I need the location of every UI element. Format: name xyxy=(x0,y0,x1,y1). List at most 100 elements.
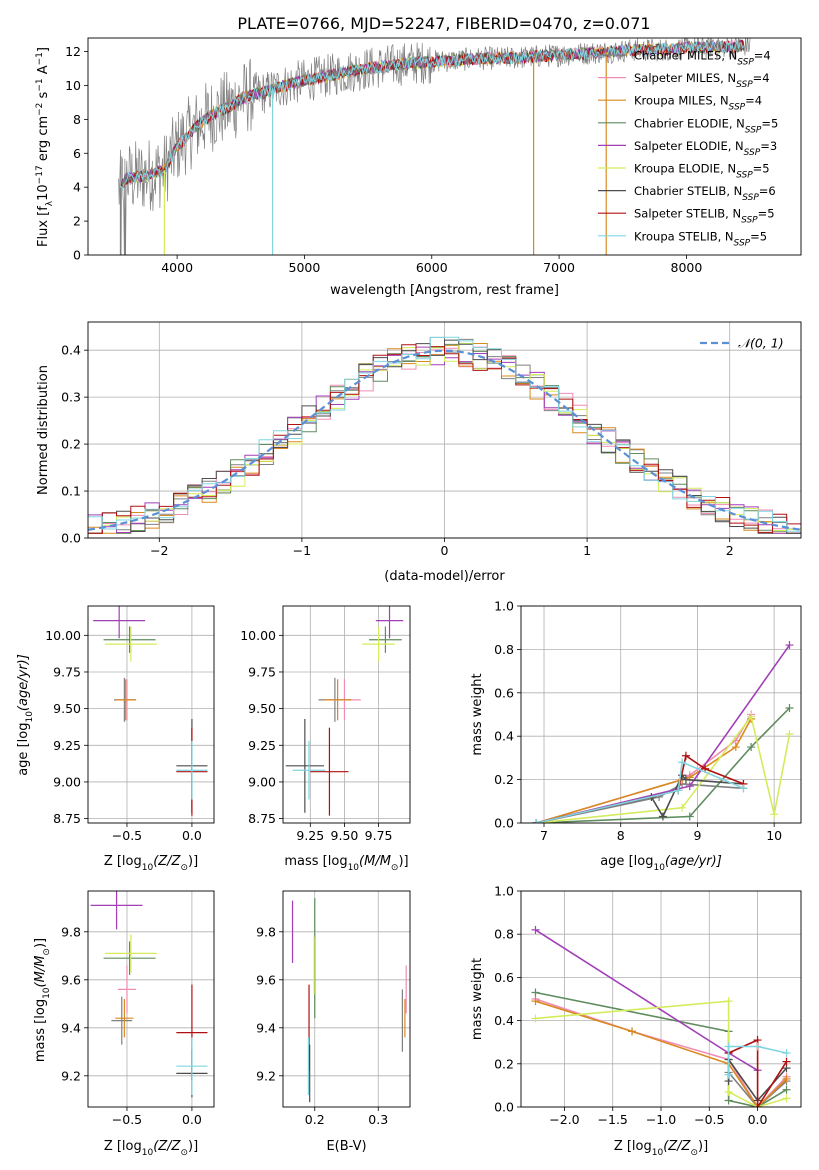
axes-frame xyxy=(282,605,411,824)
series-point xyxy=(785,703,794,712)
weight-vs-Z-panel: −2.0 −1.5 −1.0 −0.5 0.0 0.0 0.2 0.4 0.6 0.8 1.0 mas… xyxy=(470,884,802,1158)
plot-area xyxy=(90,891,208,1098)
legend-entry: Kroupa MILES, NSSP=4 xyxy=(634,94,762,113)
y-tick-label: 9.8 xyxy=(256,924,276,939)
y-tick-label: 12 xyxy=(65,44,81,59)
spectrum-panel: 4000 5000 6000 7000 8000 0 2 4 6 8 10 12 wavelength … xyxy=(35,37,802,298)
gaussian-curve xyxy=(88,349,801,531)
series-point xyxy=(782,1049,791,1057)
series-point xyxy=(628,1027,637,1036)
x-tick-label: 7 xyxy=(540,828,548,843)
series-line-4 xyxy=(536,644,791,823)
grid xyxy=(283,891,410,1107)
y-tick-label: 9.2 xyxy=(256,1068,276,1083)
grid xyxy=(88,891,214,1107)
series-line-1 xyxy=(536,714,752,823)
plot-area xyxy=(291,898,407,1103)
y-tick-label: 9.2 xyxy=(61,1068,81,1083)
x-tick-label: 0.0 xyxy=(182,1112,202,1127)
y-tick-label: 0.8 xyxy=(494,927,514,942)
legend-entry: Salpeter STELIB, NSSP=5 xyxy=(634,207,775,226)
x-tick-label: −2.0 xyxy=(549,1112,579,1127)
series-point xyxy=(531,925,540,934)
legend-entry: Salpeter MILES, NSSP=4 xyxy=(634,71,770,90)
series-line-8 xyxy=(727,1045,787,1075)
x-tick-label: 1 xyxy=(583,543,591,558)
plot-area xyxy=(93,606,208,816)
axes-frame xyxy=(87,321,802,539)
x-axis-label: Z [log10(Z/Z⊙)] xyxy=(104,854,198,873)
spectrum-legend: Chabrier MILES, NSSP=4 Salpeter MILES, NS… xyxy=(598,49,778,248)
plot-area xyxy=(531,925,791,1107)
series-point xyxy=(785,730,794,739)
x-axis-label: Z [log10(Z/Z⊙)] xyxy=(614,1139,708,1158)
y-tick-label: 0.0 xyxy=(494,1100,514,1115)
series-point xyxy=(724,1087,733,1096)
y-tick-label: 1.0 xyxy=(494,884,514,899)
series-point xyxy=(724,1096,733,1105)
y-tick-label: 0.6 xyxy=(494,685,514,700)
grid xyxy=(88,606,214,823)
series-point xyxy=(739,784,748,793)
y-axis-label: mass weight xyxy=(470,673,485,755)
y-tick-label: 0 xyxy=(73,248,81,263)
legend-entry: 𝒩(0, 1) xyxy=(738,336,784,351)
x-tick-label: 0.0 xyxy=(182,828,202,843)
series-point xyxy=(678,803,687,812)
series-line-0 xyxy=(727,1071,788,1107)
series-line-3 xyxy=(536,707,791,823)
series-point xyxy=(782,1074,791,1083)
plot-area xyxy=(532,641,794,823)
x-tick-label: 0.0 xyxy=(748,1112,768,1127)
y-tick-label: 8.75 xyxy=(53,811,81,826)
axes-frame xyxy=(87,890,215,1108)
y-tick-label: 0.8 xyxy=(494,642,514,657)
y-tick-label: 10.00 xyxy=(240,628,276,643)
y-axis-label: mass weight xyxy=(470,958,485,1040)
x-tick-label: 2 xyxy=(726,543,734,558)
x-axis-label: (data-model)/error xyxy=(384,569,505,584)
x-tick-label: 7000 xyxy=(543,260,575,275)
residuals-panel: −2 −1 0 1 2 0.0 0.1 0.2 0.3 0.4 (data-model)/error… xyxy=(36,321,802,584)
axes-frame xyxy=(87,37,802,256)
y-tick-label: 9.4 xyxy=(256,1020,276,1035)
model-line-8 xyxy=(120,39,744,191)
spectrum-data-line xyxy=(118,38,751,255)
y-tick-label: 0.2 xyxy=(61,437,81,452)
plot-area xyxy=(118,38,751,255)
series-point xyxy=(532,819,541,823)
series-point xyxy=(724,997,733,1006)
series-point xyxy=(685,782,694,791)
legend-entry: Chabrier STELIB, NSSP=6 xyxy=(634,184,776,203)
x-tick-label: 0 xyxy=(441,543,449,558)
axes-frame xyxy=(520,890,802,1108)
grid xyxy=(521,605,801,824)
axes-frame xyxy=(87,605,215,824)
y-tick-label: 9.00 xyxy=(248,774,276,789)
histogram-step-8 xyxy=(88,336,801,532)
x-tick-label: 4000 xyxy=(161,260,193,275)
x-tick-label: 10 xyxy=(766,828,782,843)
y-tick-label: 10.00 xyxy=(45,628,81,643)
age-vs-Z-panel: −0.5 0.0 8.75 9.00 9.25 9.50 9.75 10.00 Z [log10… xyxy=(16,605,215,873)
x-tick-label: 0.2 xyxy=(305,1112,325,1127)
grid xyxy=(283,606,410,823)
series-point xyxy=(724,1070,733,1079)
series-point xyxy=(531,988,540,997)
x-axis-label: mass [log10(M/M⊙)] xyxy=(284,854,408,873)
x-axis-label: wavelength [Angstrom, rest frame] xyxy=(330,283,559,298)
legend-entry: Salpeter ELODIE, NSSP=3 xyxy=(634,139,777,158)
weight-vs-age-panel: 7 8 9 10 0.0 0.2 0.4 0.6 0.8 1.0 mass weight age [l… xyxy=(470,599,802,873)
y-tick-label: 9.50 xyxy=(53,701,81,716)
y-tick-label: 0.2 xyxy=(494,772,514,787)
figure-title: PLATE=0766, MJD=52247, FIBERID=0470, z=0… xyxy=(237,14,650,33)
y-tick-label: 2 xyxy=(73,214,81,229)
series-point xyxy=(770,810,779,819)
legend-entry: Kroupa STELIB, NSSP=5 xyxy=(634,229,767,248)
y-tick-label: 0.4 xyxy=(61,343,81,358)
plot-area xyxy=(88,336,801,534)
y-tick-label: 9.25 xyxy=(53,738,81,753)
series-line-4 xyxy=(535,929,759,1071)
series-point xyxy=(785,641,794,650)
